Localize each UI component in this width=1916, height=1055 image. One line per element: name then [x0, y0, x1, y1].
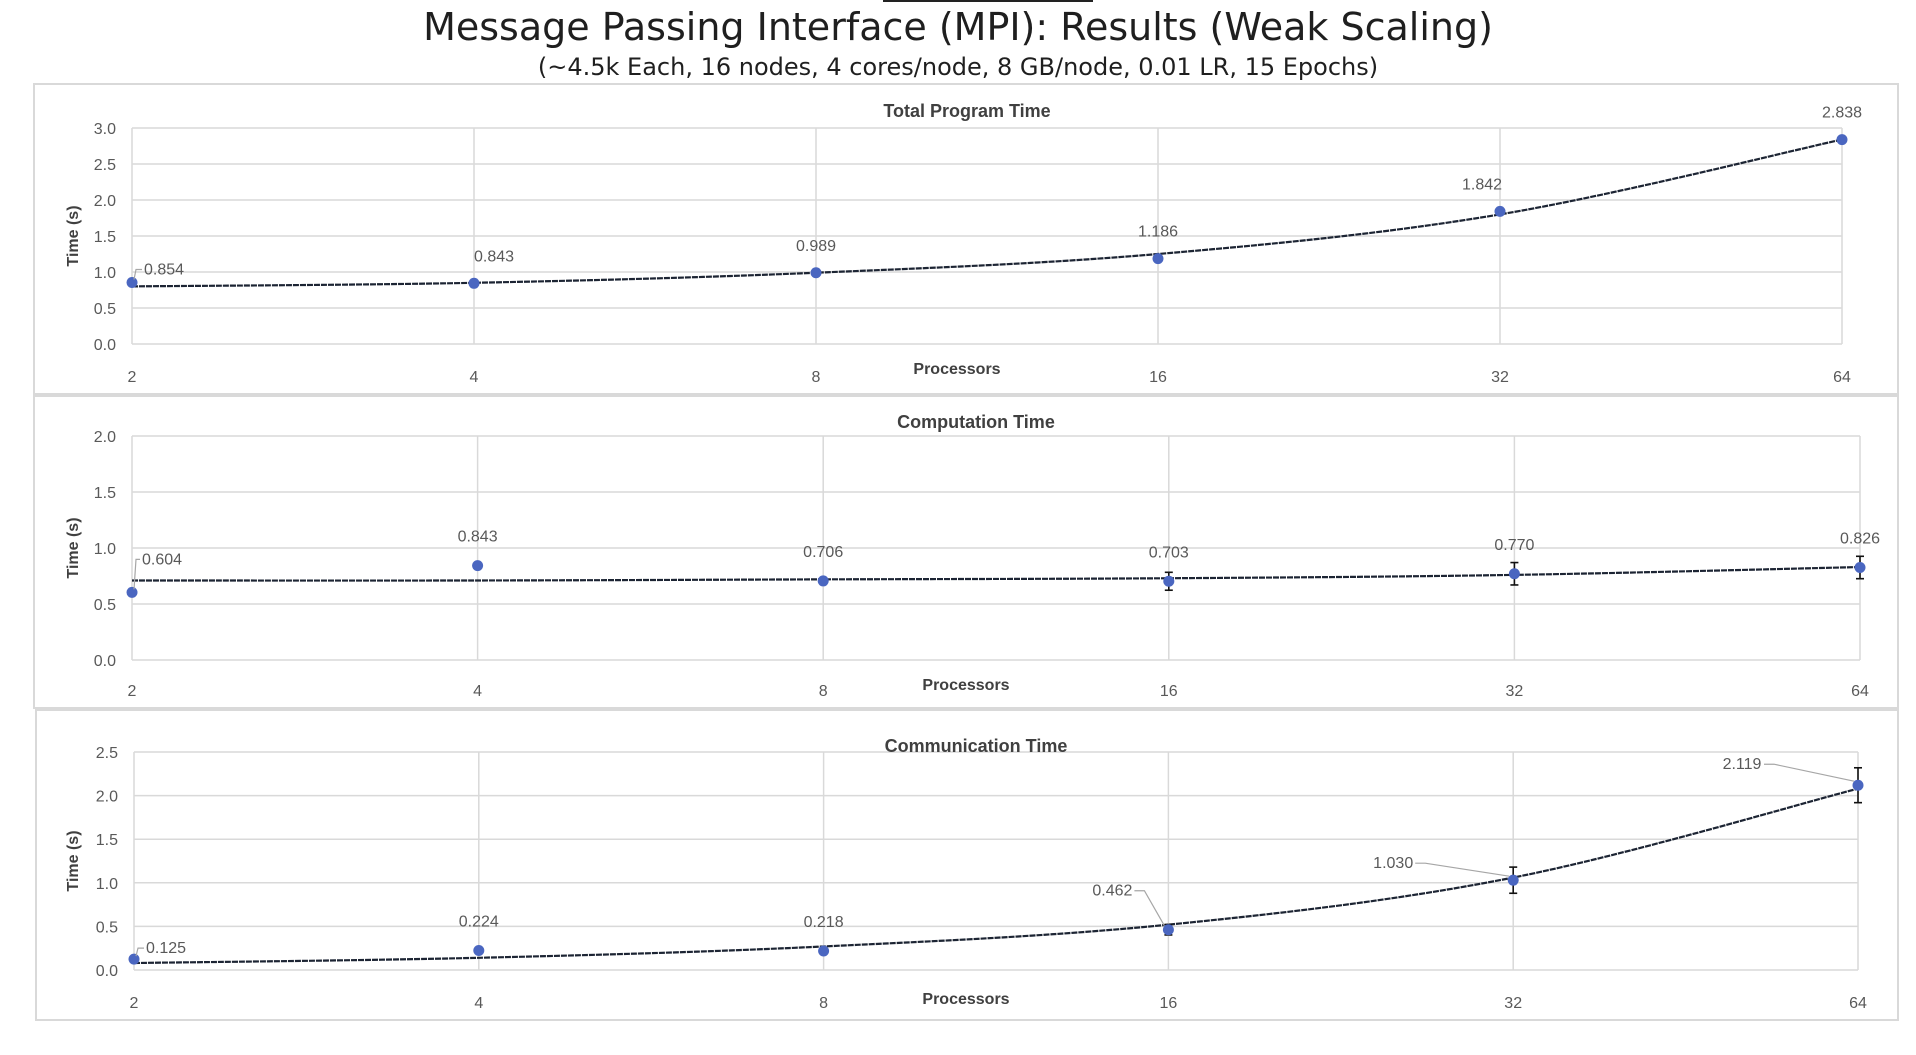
x-tick-label: 64: [1833, 369, 1851, 386]
data-point: [818, 945, 830, 957]
y-tick-label: 0.5: [94, 301, 116, 318]
data-label: 2.119: [1723, 756, 1762, 773]
chart-frame-1: [33, 395, 1899, 709]
x-tick-label: 64: [1849, 995, 1867, 1012]
chart-frame-2: [35, 709, 1899, 1021]
x-tick-label: 16: [1149, 369, 1167, 386]
chart-title: Communication Time: [885, 736, 1068, 756]
data-label: 0.462: [1092, 883, 1132, 900]
label-leader: [133, 558, 140, 590]
y-tick-label: 1.0: [94, 541, 116, 558]
y-tick-label: 2.0: [94, 429, 116, 446]
page-subtitle: (~4.5k Each, 16 nodes, 4 cores/node, 8 G…: [537, 53, 1379, 81]
y-tick-label: 2.5: [94, 157, 116, 174]
y-axis-label: Time (s): [65, 830, 82, 891]
page-title: Message Passing Interface (MPI): Results…: [423, 5, 1493, 49]
y-tick-label: 3.0: [94, 121, 116, 138]
x-tick-label: 2: [130, 995, 139, 1012]
y-tick-label: 1.0: [94, 265, 116, 282]
data-label: 0.218: [804, 914, 844, 931]
x-tick-label: 32: [1491, 369, 1509, 386]
x-tick-label: 16: [1160, 995, 1178, 1012]
data-label: 0.125: [146, 940, 186, 957]
data-label: 0.706: [803, 544, 843, 561]
data-point: [1152, 253, 1164, 265]
y-tick-label: 0.0: [96, 963, 118, 980]
data-label: 0.604: [142, 551, 182, 568]
x-tick-label: 2: [128, 683, 137, 700]
data-label: 0.989: [796, 238, 836, 255]
y-tick-label: 0.5: [96, 919, 118, 936]
y-tick-label: 2.5: [96, 745, 118, 762]
data-label: 0.843: [458, 529, 498, 546]
y-tick-label: 0.0: [94, 653, 116, 670]
data-point: [1507, 874, 1519, 886]
data-point: [810, 267, 822, 279]
trendline: [133, 787, 1859, 965]
data-point: [1836, 134, 1848, 146]
data-label: 0.703: [1149, 544, 1189, 561]
x-tick-label: 16: [1160, 683, 1178, 700]
data-label: 0.224: [459, 913, 499, 930]
y-tick-label: 1.5: [94, 229, 116, 246]
y-tick-label: 0.5: [94, 597, 116, 614]
y-axis-label: Time (s): [65, 517, 82, 578]
data-point: [473, 944, 485, 956]
label-leader: [1764, 763, 1855, 782]
data-label: 0.843: [474, 248, 514, 265]
data-label: 1.842: [1462, 176, 1502, 193]
data-label: 0.770: [1494, 537, 1534, 554]
data-point: [1163, 575, 1175, 587]
data-label: 0.854: [144, 262, 184, 279]
data-point: [472, 560, 484, 572]
chart-title: Computation Time: [897, 412, 1055, 432]
y-tick-label: 1.5: [94, 485, 116, 502]
data-label: 2.838: [1822, 105, 1862, 122]
x-tick-label: 4: [473, 683, 482, 700]
x-tick-label: 64: [1851, 683, 1869, 700]
x-tick-label: 4: [474, 995, 483, 1012]
y-tick-label: 2.0: [96, 789, 118, 806]
trendline: [131, 138, 1843, 288]
data-point: [1508, 568, 1520, 580]
data-label: 1.030: [1373, 855, 1413, 872]
x-axis-label: Processors: [922, 677, 1009, 694]
x-tick-label: 4: [470, 369, 479, 386]
data-label: 1.186: [1138, 224, 1178, 241]
x-axis-label: Processors: [922, 991, 1009, 1008]
label-leader: [1134, 890, 1165, 927]
chart-title: Total Program Time: [883, 101, 1050, 121]
data-label: 0.826: [1840, 530, 1880, 547]
y-axis-label: Time (s): [65, 205, 82, 266]
data-point: [817, 575, 829, 587]
data-point: [126, 586, 138, 598]
data-point: [1854, 561, 1866, 573]
data-point: [468, 277, 480, 289]
chart-frame-0: [33, 83, 1899, 395]
y-tick-label: 2.0: [94, 193, 116, 210]
label-leader: [1415, 862, 1510, 877]
label-leader: [133, 268, 142, 280]
x-tick-label: 32: [1504, 995, 1522, 1012]
trendline: [131, 565, 1861, 582]
data-point: [1852, 779, 1864, 791]
x-tick-label: 8: [819, 995, 828, 1012]
x-tick-label: 32: [1506, 683, 1524, 700]
y-tick-label: 1.0: [96, 876, 118, 893]
data-point: [128, 953, 140, 965]
title-underline: [883, 0, 1093, 2]
data-point: [1494, 205, 1506, 217]
x-tick-label: 2: [128, 369, 137, 386]
y-tick-label: 0.0: [94, 337, 116, 354]
y-tick-label: 1.5: [96, 832, 118, 849]
data-point: [1162, 924, 1174, 936]
x-tick-label: 8: [819, 683, 828, 700]
data-point: [126, 277, 138, 289]
x-tick-label: 8: [812, 369, 821, 386]
x-axis-label: Processors: [913, 361, 1000, 378]
label-leader: [135, 947, 144, 957]
